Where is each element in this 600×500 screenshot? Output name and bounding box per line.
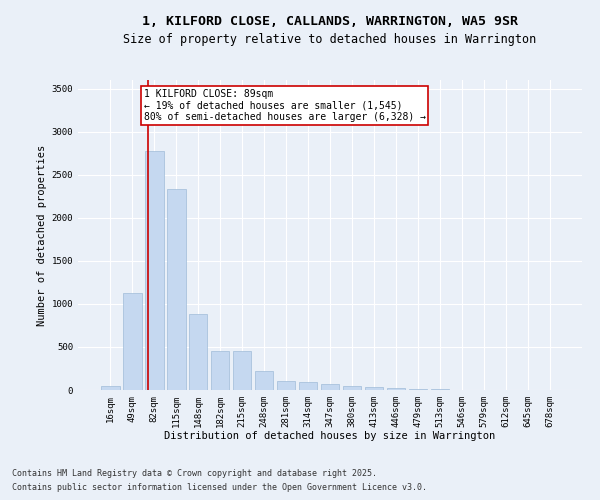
Bar [255,372,274,390]
Bar [431,389,449,390]
Bar [386,388,405,390]
Text: Size of property relative to detached houses in Warrington: Size of property relative to detached ho… [124,32,536,46]
Bar [320,384,340,390]
Bar [123,292,142,390]
Bar [277,382,295,390]
Bar [189,314,208,390]
Bar [145,150,164,390]
X-axis label: Distribution of detached houses by size in Warrington: Distribution of detached houses by size … [164,432,496,442]
Text: 1, KILFORD CLOSE, CALLANDS, WARRINGTON, WA5 9SR: 1, KILFORD CLOSE, CALLANDS, WARRINGTON, … [142,15,518,28]
Bar [365,388,383,390]
Bar [211,351,229,390]
Bar [101,386,119,390]
Bar [409,388,427,390]
Text: Contains public sector information licensed under the Open Government Licence v3: Contains public sector information licen… [12,484,427,492]
Bar [343,386,361,390]
Text: 1 KILFORD CLOSE: 89sqm
← 19% of detached houses are smaller (1,545)
80% of semi-: 1 KILFORD CLOSE: 89sqm ← 19% of detached… [143,90,425,122]
Bar [299,382,317,390]
Bar [233,351,251,390]
Text: Contains HM Land Registry data © Crown copyright and database right 2025.: Contains HM Land Registry data © Crown c… [12,468,377,477]
Bar [167,188,185,390]
Y-axis label: Number of detached properties: Number of detached properties [37,144,47,326]
